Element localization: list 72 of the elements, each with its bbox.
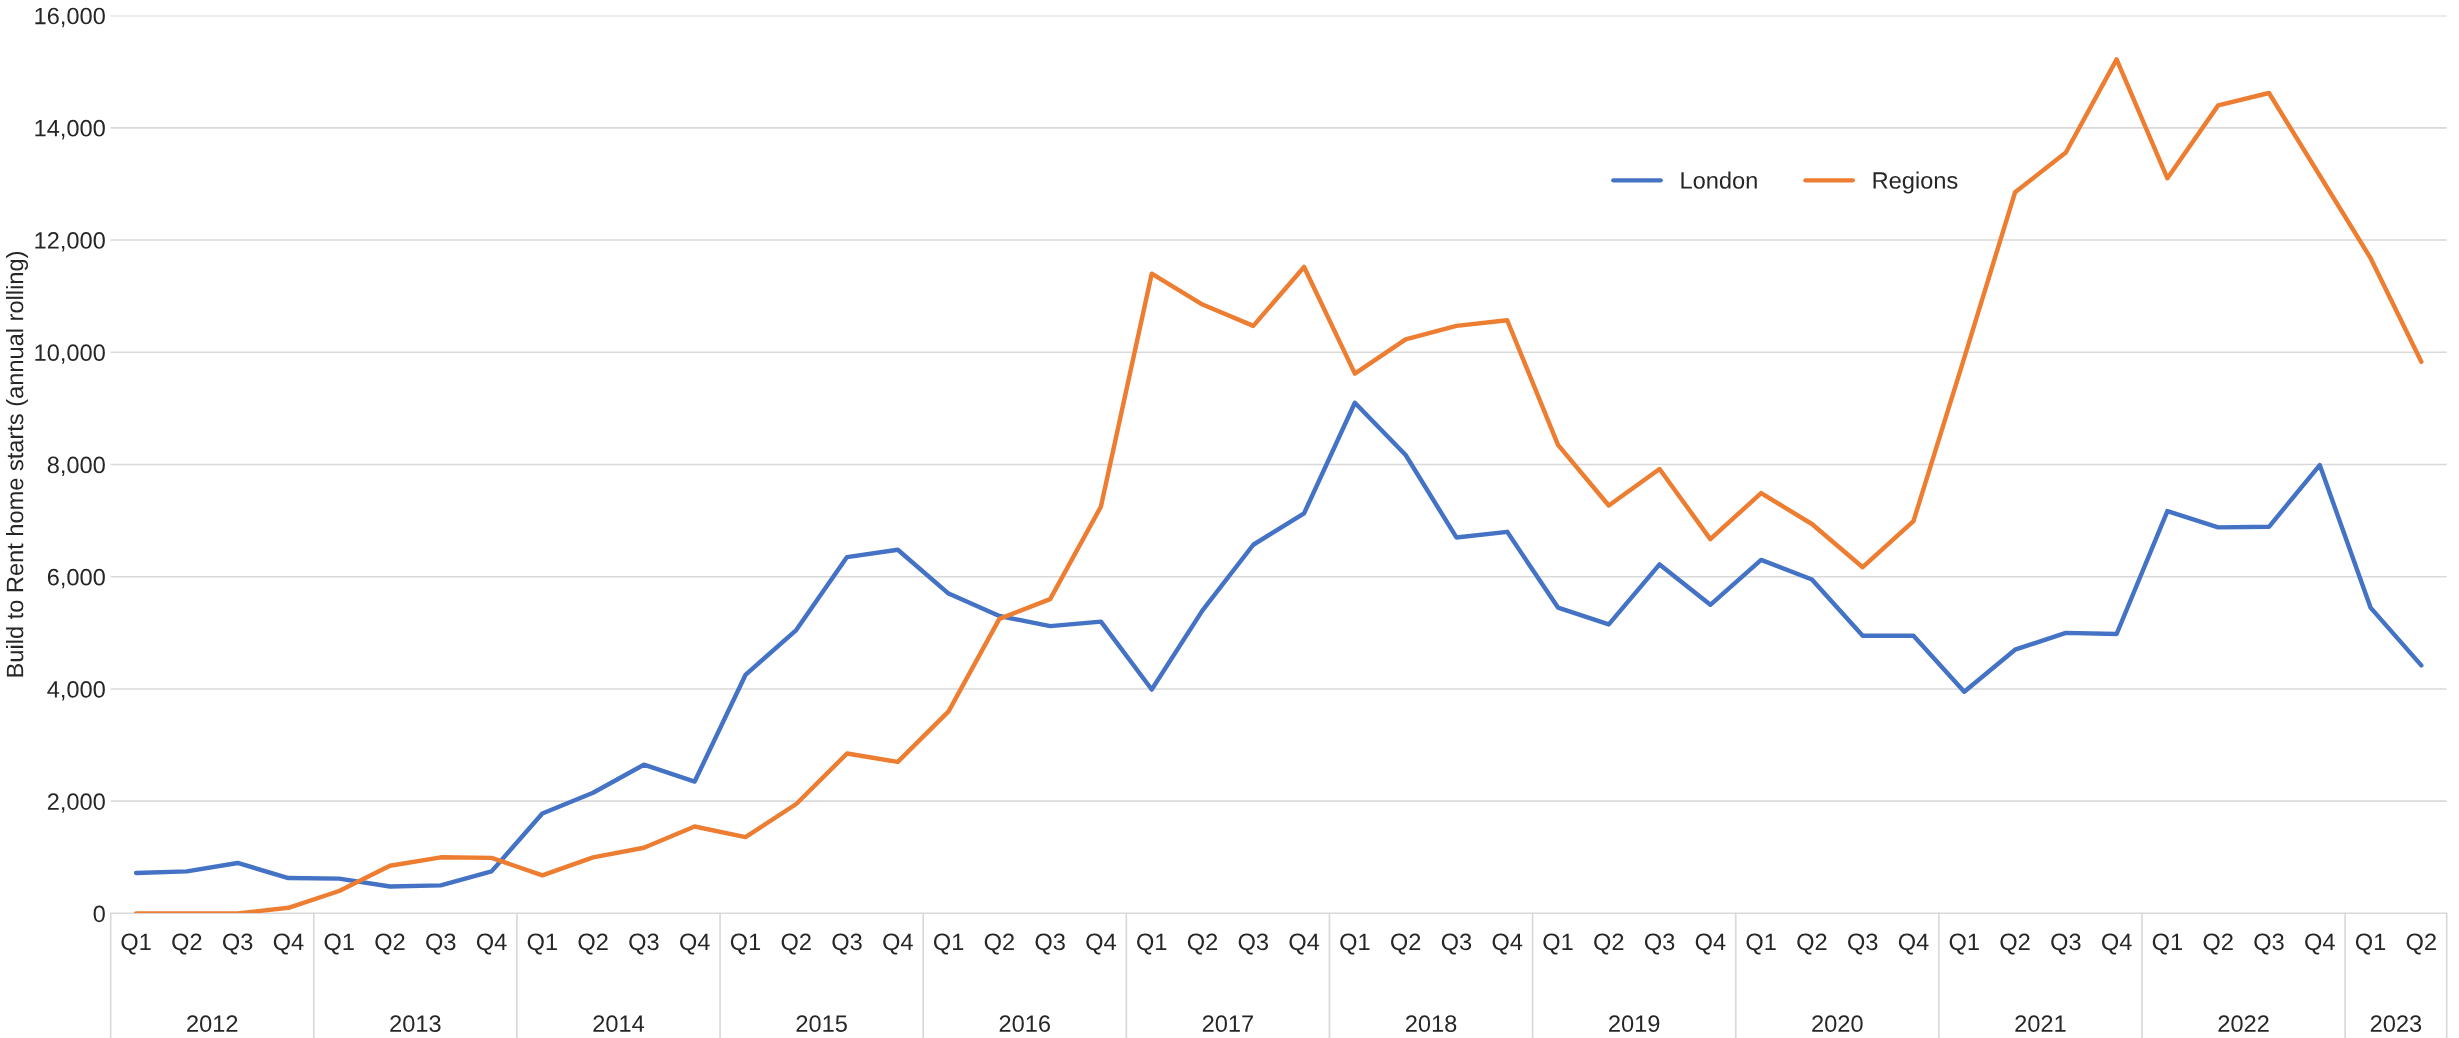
x-tick-label: Q2 bbox=[781, 933, 811, 955]
text: 2018 bbox=[1405, 1015, 1457, 1033]
x-tick-label: Q1 bbox=[527, 933, 557, 955]
x-tick-label: Q1 bbox=[1543, 933, 1573, 955]
x-tick-label: Q1 bbox=[2152, 933, 2182, 955]
x-tick-label: Q4 bbox=[680, 933, 710, 955]
x-tick-label: Q2 bbox=[1797, 933, 1827, 955]
text: 2019 bbox=[1609, 1015, 1660, 1033]
x-tick-label: Q1 bbox=[2355, 933, 2386, 955]
text: 2021 bbox=[2015, 1015, 2066, 1033]
text: 2023 bbox=[2370, 1015, 2422, 1033]
text: 2012 bbox=[187, 1015, 238, 1033]
text: 2013 bbox=[390, 1015, 441, 1033]
y-tick-label: 12,000 bbox=[35, 232, 105, 252]
x-tick-label: Q4 bbox=[883, 933, 913, 955]
line-series bbox=[133, 400, 2424, 889]
x-tick-label: Q3 bbox=[426, 933, 456, 955]
x-tick-label: Q2 bbox=[2406, 933, 2436, 955]
x-tick-label: Q1 bbox=[121, 933, 151, 955]
x-tick-label: Q4 bbox=[1289, 933, 1320, 955]
x-tick-label: Q2 bbox=[375, 933, 405, 955]
x-tick-label: Q3 bbox=[222, 933, 253, 955]
x-tick-label: Q4 bbox=[2101, 933, 2132, 955]
x-tick-label: Q4 bbox=[2305, 933, 2335, 955]
x-tick-label: Q1 bbox=[730, 933, 761, 955]
x-tick-label: Q4 bbox=[1695, 933, 1726, 955]
x-tick-label: Q3 bbox=[1644, 933, 1675, 955]
x-tick-label: Q2 bbox=[172, 933, 202, 955]
legend-label: Regions bbox=[1873, 171, 1958, 194]
x-tick-label: Q3 bbox=[832, 933, 862, 955]
x-tick-label: Q1 bbox=[1340, 933, 1370, 955]
x-tick-label: Q3 bbox=[1441, 933, 1472, 955]
y-tick-label: 4,000 bbox=[47, 681, 105, 701]
x-tick-label: Q3 bbox=[1848, 933, 1878, 955]
y-axis-title: Build to Rent home starts (annual rolling) bbox=[6, 252, 29, 677]
x-tick-label: Q1 bbox=[1746, 933, 1776, 955]
x-tick-label: Q1 bbox=[933, 933, 964, 955]
text: 2016 bbox=[999, 1015, 1050, 1033]
x-tick-label: Q3 bbox=[2051, 933, 2081, 955]
x-tick-label: Q3 bbox=[1035, 933, 1065, 955]
y-tick-label: 8,000 bbox=[47, 456, 105, 477]
text: 2022 bbox=[2218, 1015, 2269, 1033]
text: 2020 bbox=[1812, 1015, 1863, 1033]
text: 2014 bbox=[593, 1015, 645, 1033]
x-tick-label: Q3 bbox=[2254, 933, 2284, 955]
x-tick-label: Q1 bbox=[1137, 933, 1167, 955]
x-tick-label: Q2 bbox=[1187, 933, 1218, 955]
y-tick-label: 16,000 bbox=[35, 7, 105, 28]
x-tick-label: Q2 bbox=[1391, 933, 1421, 955]
y-tick-label: 6,000 bbox=[47, 568, 105, 589]
x-tick-label: Q3 bbox=[1238, 933, 1268, 955]
y-tick-label: 14,000 bbox=[35, 119, 105, 140]
legend-label: London bbox=[1681, 171, 1757, 189]
x-tick-label: Q2 bbox=[2000, 933, 2030, 955]
x-tick-label: Q1 bbox=[1949, 933, 1979, 955]
x-tick-label: Q4 bbox=[1898, 933, 1929, 955]
text: 2015 bbox=[796, 1015, 847, 1033]
y-tick-label: 10,000 bbox=[35, 344, 105, 364]
x-tick-label: Q4 bbox=[476, 933, 507, 955]
x-tick-label: Q3 bbox=[629, 933, 659, 955]
line-series bbox=[133, 57, 2424, 914]
x-tick-label: Q4 bbox=[273, 933, 304, 955]
x-tick-label: Q2 bbox=[984, 933, 1014, 955]
y-tick-label: 2,000 bbox=[47, 793, 105, 813]
x-tick-label: Q2 bbox=[2203, 933, 2233, 955]
x-tick-label: Q2 bbox=[1594, 933, 1624, 955]
y-tick-label: 0 bbox=[93, 905, 105, 923]
x-tick-label: Q2 bbox=[578, 933, 608, 955]
x-tick-label: Q4 bbox=[1492, 933, 1523, 955]
text: 2017 bbox=[1202, 1015, 1253, 1033]
x-tick-label: Q1 bbox=[324, 933, 354, 955]
x-tick-label: Q4 bbox=[1086, 933, 1116, 955]
